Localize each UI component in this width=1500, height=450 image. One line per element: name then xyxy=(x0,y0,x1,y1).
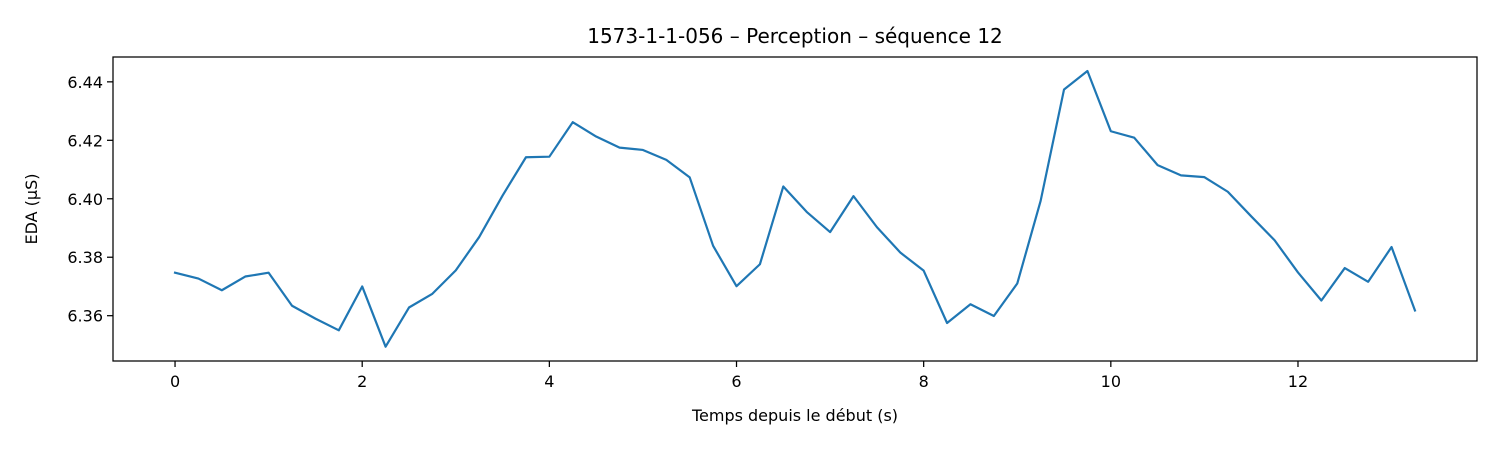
plot-area xyxy=(112,56,1478,362)
x-axis: 0 2 4 6 8 10 12 xyxy=(170,361,1308,391)
x-tick-label: 10 xyxy=(1101,372,1121,391)
y-tick-label: 6.44 xyxy=(67,73,103,92)
y-tick-label: 6.38 xyxy=(67,248,103,267)
x-tick-label: 6 xyxy=(731,372,741,391)
plot-background xyxy=(113,57,1477,361)
y-tick-label: 6.42 xyxy=(67,131,103,150)
x-tick-label: 8 xyxy=(919,372,929,391)
series-line xyxy=(173,69,1417,348)
x-axis-label: Temps depuis le début (s) xyxy=(691,406,898,425)
x-tick-label: 12 xyxy=(1288,372,1308,391)
y-axis-label: EDA (µS) xyxy=(22,174,41,245)
plot-frame xyxy=(112,56,1478,362)
chart-title: 1573-1-1-056 – Perception – séquence 12 xyxy=(587,24,1003,48)
x-tick-label: 0 xyxy=(170,372,180,391)
x-tick-label: 2 xyxy=(357,372,367,391)
y-tick-label: 6.36 xyxy=(67,307,103,326)
x-tick-label: 4 xyxy=(544,372,554,391)
y-tick-label: 6.40 xyxy=(67,190,103,209)
y-axis: 6.36 6.38 6.40 6.42 6.44 xyxy=(67,73,113,326)
